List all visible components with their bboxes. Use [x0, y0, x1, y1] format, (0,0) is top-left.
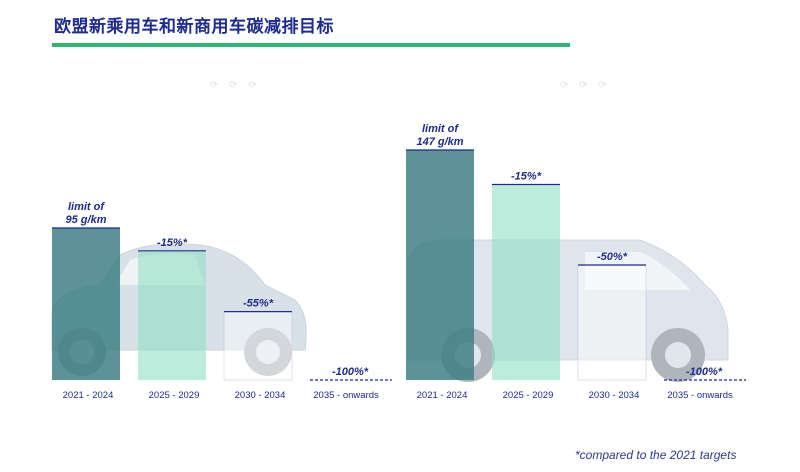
category-label: 2030 - 2034	[589, 390, 640, 401]
watermark-decoration: ⟳ ⟳ ⟳	[560, 80, 611, 91]
bar	[223, 311, 293, 381]
title-underline	[52, 43, 570, 47]
bar-label: limit of	[422, 123, 459, 135]
category-label: 2025 - 2029	[149, 390, 200, 401]
bar-label: -55%*	[243, 298, 274, 310]
bars-layer	[52, 149, 746, 381]
bar-label: -100%*	[332, 366, 369, 378]
bar-label: 147 g/km	[416, 136, 463, 148]
category-label: 2021 - 2024	[417, 390, 468, 401]
bar-label: -100%*	[686, 366, 723, 378]
van-icon	[407, 239, 729, 382]
category-label: 2035 - onwards	[667, 390, 733, 401]
bar-label: -50%*	[597, 251, 628, 263]
bar	[406, 150, 474, 380]
bar-label: 95 g/km	[66, 214, 107, 226]
bar	[492, 184, 560, 380]
bar-label: -15%*	[157, 237, 188, 249]
category-label: 2035 - onwards	[313, 390, 379, 401]
category-label: 2025 - 2029	[503, 390, 554, 401]
category-label: 2021 - 2024	[63, 390, 114, 401]
bar-label: -15%*	[511, 171, 542, 183]
watermark-decoration: ⟳ ⟳ ⟳	[210, 80, 261, 91]
bar	[577, 264, 647, 381]
footnote: *compared to the 2021 targets	[575, 448, 737, 462]
category-label: 2030 - 2034	[235, 390, 286, 401]
page-title: 欧盟新乘用车和新商用车碳减排目标	[54, 17, 334, 36]
bar	[138, 250, 206, 380]
bar-label: limit of	[68, 201, 105, 213]
bar	[52, 228, 120, 380]
